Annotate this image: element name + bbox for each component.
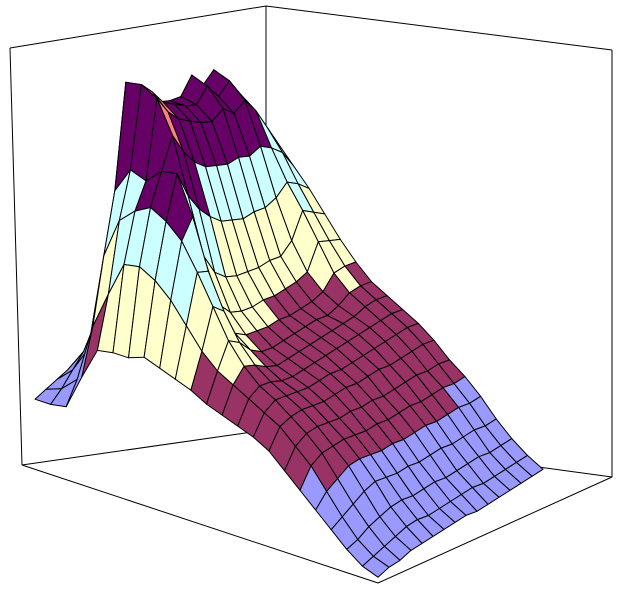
frame-edge (9, 47, 23, 466)
frame-edge (377, 476, 613, 584)
frame-edge (265, 5, 613, 51)
surface-mesh (34, 69, 544, 578)
surface-cell (361, 555, 390, 578)
frame-edge (9, 5, 267, 49)
frame-edge (21, 464, 379, 584)
frame-edge (21, 429, 267, 466)
